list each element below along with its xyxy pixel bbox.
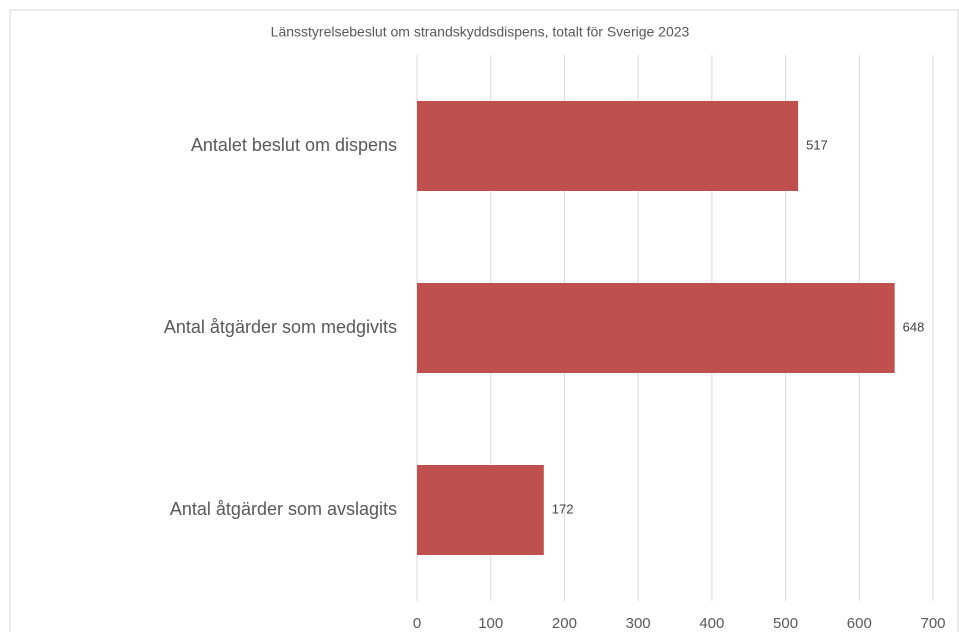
x-tick-label: 200 [552,615,577,632]
x-tick-label: 100 [478,615,503,632]
chart-title: Länsstyrelsebeslut om strandskyddsdispen… [271,24,690,40]
data-label: 172 [552,501,574,516]
x-tick-label: 600 [847,615,872,632]
y-tick-label: Antal åtgärder som medgivits [164,317,397,337]
bar [417,101,799,191]
x-tick-label: 700 [920,615,945,632]
y-tick-label: Antalet beslut om dispens [191,135,397,155]
x-tick-label: 300 [626,615,651,632]
y-tick-label: Antal åtgärder som avslagits [170,499,397,519]
data-label: 648 [903,319,925,334]
data-label: 517 [806,137,828,152]
bar [417,283,895,373]
x-tick-label: 400 [699,615,724,632]
x-tick-label: 500 [773,615,798,632]
chart-frame [9,9,959,632]
x-tick-label: 0 [413,615,421,632]
bar [417,465,544,555]
